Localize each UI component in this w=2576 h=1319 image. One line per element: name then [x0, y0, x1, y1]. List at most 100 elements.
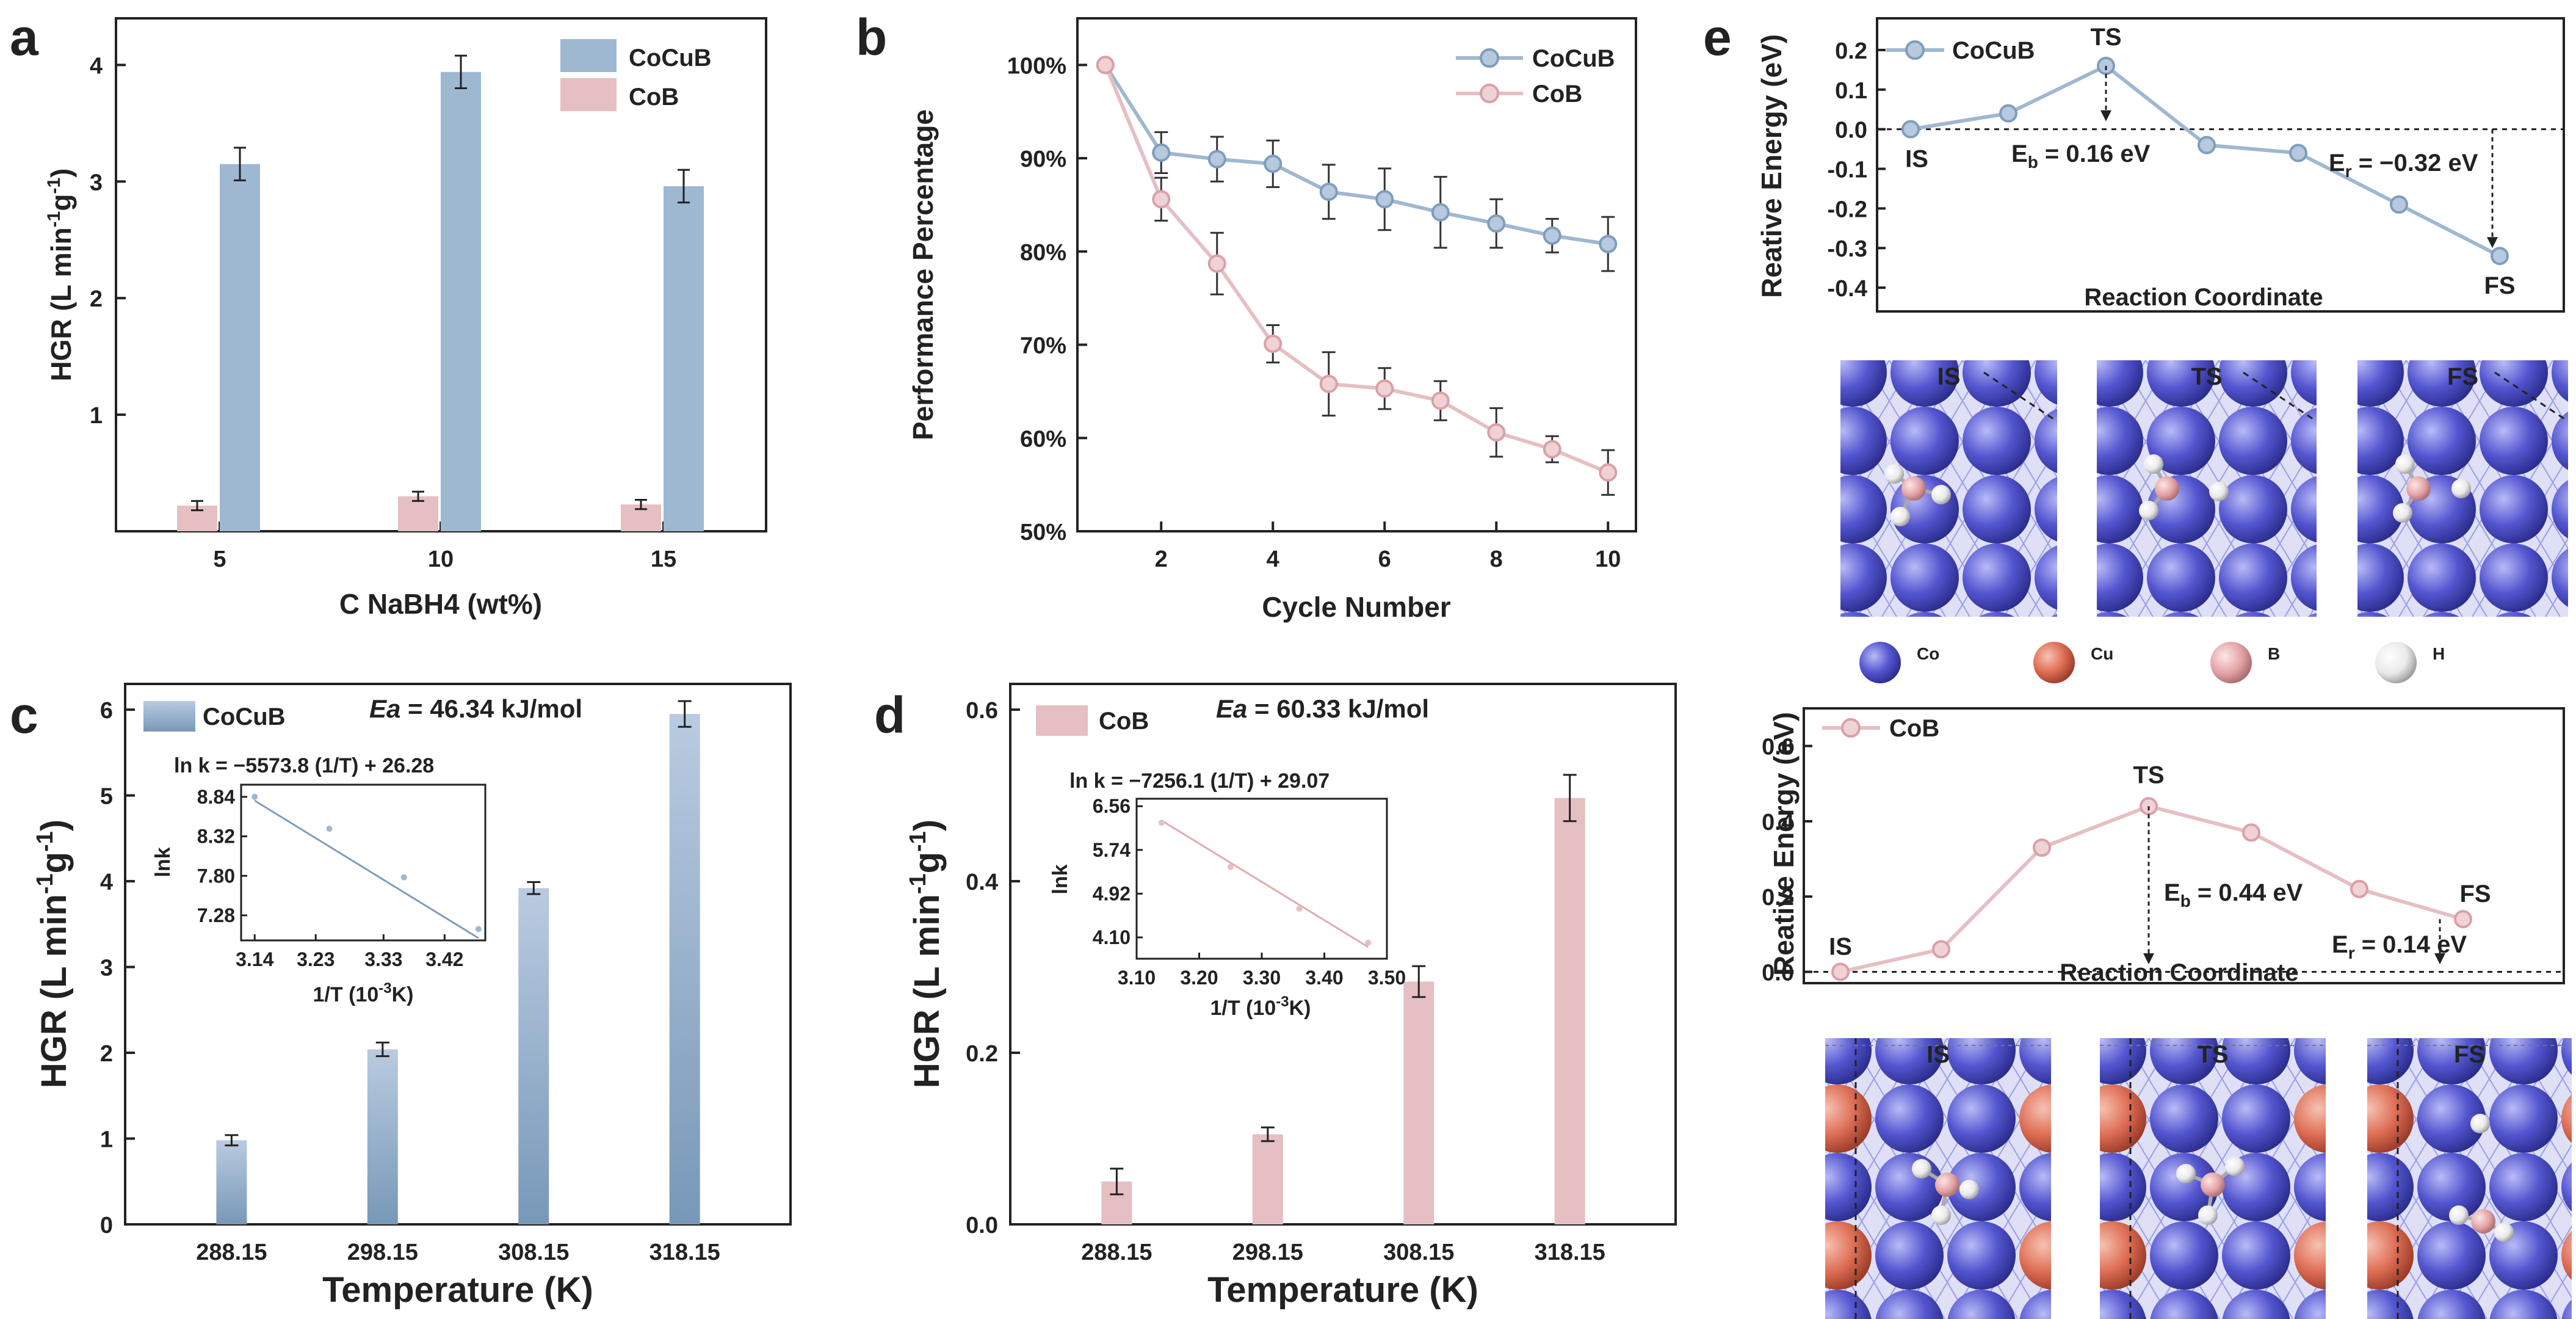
panel-d-ylabel: HGR (L min-1g-1)	[905, 819, 947, 1088]
co-atom	[2219, 407, 2287, 475]
inset-data-point	[326, 826, 333, 832]
legend-label-cob: CoB	[1889, 715, 1939, 742]
cell-boundary-line	[2243, 371, 2317, 423]
panel-letter-e: e	[1703, 9, 1732, 66]
bar-cocub	[669, 714, 700, 1224]
lattice-line	[1840, 360, 1841, 362]
h-legend-label: H	[2433, 644, 2445, 663]
inset-x-tick-label: 3.10	[1118, 967, 1156, 989]
legend-label-cocub: CoCuB	[629, 45, 712, 71]
panel-d-chart: 0.0 0.2 0.4 0.6 288.15 298.15 308.15 318.15 CoB…	[905, 683, 1677, 1310]
lattice-line	[1540, 360, 1694, 617]
structure-label: TS	[2191, 363, 2222, 390]
co-atom	[2294, 1038, 2326, 1085]
co-atom	[2222, 1221, 2290, 1290]
b-atom	[2155, 476, 2179, 501]
h-atom	[2198, 1205, 2218, 1225]
co-atom	[2147, 360, 2215, 407]
h-atom	[2494, 1223, 2514, 1242]
y-tick-label: 3	[100, 956, 113, 981]
co-atom	[2097, 475, 2143, 543]
lattice-line	[2503, 360, 2568, 468]
lattice-line	[1840, 360, 1914, 484]
lattice-line	[1825, 1281, 1848, 1319]
series-line-cob	[1103, 64, 1609, 474]
b-atom	[1935, 1172, 1959, 1197]
co-atom	[2408, 270, 2476, 338]
lattice-line	[1565, 360, 1718, 617]
b-atom	[1901, 476, 1926, 501]
co-atom	[1963, 543, 2031, 612]
state-label-fs: FS	[2459, 881, 2491, 907]
co-atom	[2051, 614, 2057, 617]
series-line-cocub	[1104, 64, 1608, 246]
lattice-line	[1825, 1038, 1826, 1039]
lattice-line	[2367, 1038, 2417, 1121]
co-atom	[2107, 612, 2175, 680]
co-atom	[1840, 360, 1887, 407]
co-atom	[2222, 1085, 2290, 1153]
structure-slab	[1491, 360, 2175, 680]
co-atom	[1731, 1290, 1800, 1319]
structure-slab	[2367, 1038, 2572, 1319]
lattice-line	[1621, 360, 1775, 617]
state-label-fs: FS	[2484, 272, 2515, 299]
panel-e2-legend: CoB	[1822, 715, 1939, 742]
co-atom	[2357, 407, 2404, 475]
data-point-cob	[1431, 391, 1450, 410]
legend-marker-cocub	[1905, 40, 1925, 60]
co-atom	[2035, 545, 2057, 610]
legend-label-cocub: CoCuB	[1952, 37, 2035, 64]
co-atom	[2291, 476, 2317, 543]
panel-letter-d: d	[874, 686, 905, 744]
co-atom	[2019, 1038, 2051, 1085]
lattice-line	[1825, 1038, 1875, 1121]
legend-swatch-cocub	[143, 701, 195, 732]
data-point-cob	[1096, 56, 1115, 74]
co-atom	[1875, 1290, 1944, 1319]
inset-x-tick-label: 3.33	[364, 948, 402, 970]
panel-d-ea-value: = 60.33 kJ/mol	[1247, 694, 1429, 723]
co-atom	[1825, 1038, 1872, 1085]
co-atom	[2219, 543, 2287, 612]
h-atom	[1959, 1180, 1979, 1199]
legend-swatch-cob	[560, 78, 617, 111]
inset-x-tick-label: 3.14	[236, 948, 273, 970]
co-atom	[1840, 543, 1887, 612]
data-point-cocub	[1319, 183, 1338, 202]
inset-x-tick-label: 3.23	[297, 948, 335, 970]
lattice-line	[2367, 1199, 2439, 1319]
legend-swatch-cocub	[560, 39, 617, 72]
h-atom	[1931, 485, 1951, 504]
lattice-line	[1699, 360, 1853, 617]
panel-e2-frame	[1803, 707, 2565, 984]
co-atom	[1731, 1221, 1800, 1290]
legend-swatch-cob	[1036, 705, 1088, 736]
co-atom	[2147, 407, 2215, 475]
y-tick-label: 0.4	[1762, 810, 1794, 835]
lattice-line	[1630, 1038, 1798, 1319]
co-atom	[2417, 1085, 2486, 1153]
lattice-line	[1662, 360, 1816, 617]
co-atom	[2424, 612, 2459, 617]
panel-d-xlabel: Temperature (K)	[1207, 1270, 1478, 1310]
co-atom	[2150, 1221, 2218, 1290]
lattice-line	[1491, 360, 1645, 617]
lattice-line	[2011, 360, 2057, 438]
co-atom	[2235, 612, 2271, 617]
lattice-line	[2267, 360, 2317, 443]
co-atom	[2294, 1290, 2326, 1319]
structure-slab	[2357, 270, 2568, 617]
data-point-cob	[1487, 423, 1506, 442]
cu-atom	[1825, 1221, 1872, 1290]
er-annotation: Er = 0.14 eV	[2332, 931, 2467, 962]
x-tick-label: 288.15	[196, 1240, 267, 1265]
inset-data-point	[400, 874, 407, 881]
structure-label: IS	[1937, 363, 1961, 390]
bar-cocub	[216, 1140, 247, 1224]
y-tick-label: 1	[100, 1127, 113, 1153]
x-tick-label: 10	[428, 547, 454, 572]
structure-slab	[1630, 1038, 2051, 1319]
co-atom	[2480, 407, 2548, 475]
co-atom	[1907, 612, 1942, 617]
